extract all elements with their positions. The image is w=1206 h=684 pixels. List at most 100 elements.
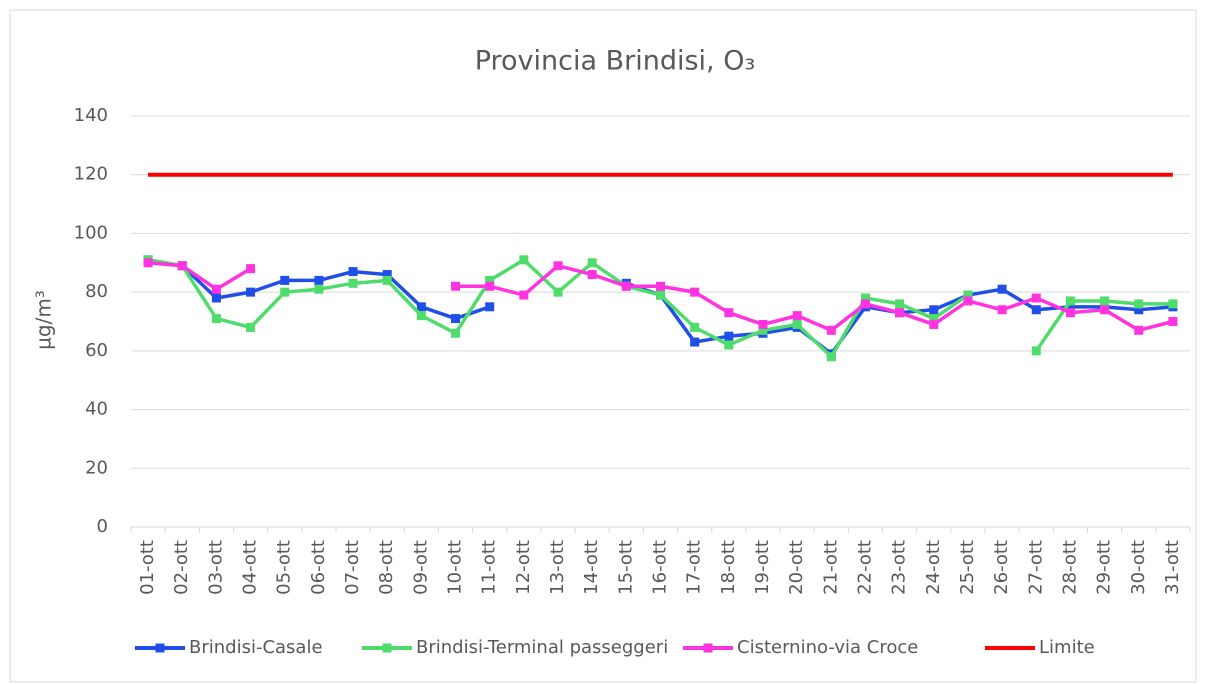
data-point xyxy=(826,352,836,362)
data-point xyxy=(1065,302,1075,312)
data-point xyxy=(519,255,529,265)
data-point xyxy=(246,322,256,332)
data-point xyxy=(485,302,495,312)
y-tick-label: 60 xyxy=(85,340,108,361)
data-point xyxy=(792,319,802,329)
x-tick-label: 30-ott xyxy=(1128,540,1149,595)
chart-title: Provincia Brindisi, O₃ xyxy=(475,46,756,77)
x-tick-label: 24-ott xyxy=(923,540,944,595)
data-point xyxy=(416,302,426,312)
x-tick-label: 12-ott xyxy=(513,540,534,595)
x-tick-label: 15-ott xyxy=(615,540,636,595)
data-point xyxy=(382,275,392,285)
data-point xyxy=(143,258,153,268)
data-point xyxy=(860,299,870,309)
x-tick-label: 17-ott xyxy=(684,540,705,595)
x-tick-label: 27-ott xyxy=(1025,540,1046,595)
data-point xyxy=(997,305,1007,315)
chart-frame xyxy=(9,9,1197,683)
x-tick-label: 08-ott xyxy=(376,540,397,595)
data-point xyxy=(519,290,529,300)
legend-marker xyxy=(155,643,165,653)
data-point xyxy=(211,293,221,303)
data-point xyxy=(553,261,563,271)
y-tick-label: 120 xyxy=(74,164,108,185)
x-tick-label: 07-ott xyxy=(342,540,363,595)
y-tick-label: 20 xyxy=(85,457,108,478)
data-point xyxy=(348,278,358,288)
data-point xyxy=(1134,305,1144,315)
legend-label: Brindisi-Terminal passeggeri xyxy=(416,637,668,658)
data-point xyxy=(690,287,700,297)
data-point xyxy=(177,261,187,271)
x-tick-label: 13-ott xyxy=(547,540,568,595)
data-point xyxy=(929,319,939,329)
x-tick-label: 25-ott xyxy=(957,540,978,595)
data-point xyxy=(1168,317,1178,326)
data-point xyxy=(963,290,973,300)
data-point xyxy=(929,314,939,324)
data-point xyxy=(1065,308,1075,318)
data-point xyxy=(1031,346,1041,356)
x-tick-label: 19-ott xyxy=(752,540,773,595)
x-tick-label: 23-ott xyxy=(889,540,910,595)
data-point xyxy=(656,281,665,291)
legend-label: Cisternino-via Croce xyxy=(737,637,918,658)
data-point xyxy=(1031,305,1041,315)
y-tick-label: 40 xyxy=(85,399,108,420)
data-point xyxy=(451,281,461,291)
data-point xyxy=(724,308,734,318)
data-point xyxy=(895,299,905,309)
y-axis-label: µg/m³ xyxy=(32,290,56,350)
data-point xyxy=(792,311,802,321)
data-point xyxy=(1134,299,1144,309)
x-tick-label: 21-ott xyxy=(820,540,841,595)
x-tick-label: 16-ott xyxy=(650,540,671,595)
data-point xyxy=(211,284,221,294)
x-tick-label: 01-ott xyxy=(137,540,158,595)
data-point xyxy=(758,319,768,329)
x-tick-label: 14-ott xyxy=(581,540,602,595)
data-point xyxy=(690,337,700,347)
x-tick-label: 29-ott xyxy=(1094,540,1115,595)
data-point xyxy=(895,308,905,318)
x-tick-label: 11-ott xyxy=(479,540,500,595)
x-tick-label: 22-ott xyxy=(854,540,875,595)
y-tick-label: 140 xyxy=(74,105,108,126)
data-point xyxy=(724,340,734,350)
data-point xyxy=(416,311,426,321)
x-tick-label: 05-ott xyxy=(274,540,295,595)
legend-marker xyxy=(703,643,713,653)
x-tick-label: 18-ott xyxy=(718,540,739,595)
legend-marker xyxy=(382,643,392,653)
data-point xyxy=(621,281,631,291)
data-point xyxy=(553,287,563,297)
data-point xyxy=(314,284,324,294)
series-line xyxy=(147,261,1174,333)
data-point xyxy=(348,267,358,277)
x-tick-label: 03-ott xyxy=(205,540,226,595)
data-point xyxy=(1134,325,1144,335)
x-tick-label: 26-ott xyxy=(991,540,1012,595)
data-point xyxy=(997,284,1007,294)
x-tick-label: 09-ott xyxy=(410,540,431,595)
legend-label: Brindisi-Casale xyxy=(189,637,323,658)
data-point xyxy=(587,270,597,280)
data-point xyxy=(246,287,256,297)
data-point xyxy=(1100,296,1110,306)
data-point xyxy=(758,325,768,335)
data-point xyxy=(451,328,461,338)
y-tick-label: 80 xyxy=(85,281,108,302)
data-point xyxy=(587,258,597,268)
data-point xyxy=(929,305,939,315)
x-tick-label: 02-ott xyxy=(171,540,192,595)
y-tick-label: 100 xyxy=(74,222,108,243)
data-point xyxy=(690,322,700,332)
data-point xyxy=(1065,296,1075,306)
data-point xyxy=(724,331,734,341)
data-point xyxy=(451,314,461,324)
data-point xyxy=(280,275,290,285)
data-point xyxy=(280,287,290,297)
x-tick-label: 31-ott xyxy=(1162,540,1183,595)
